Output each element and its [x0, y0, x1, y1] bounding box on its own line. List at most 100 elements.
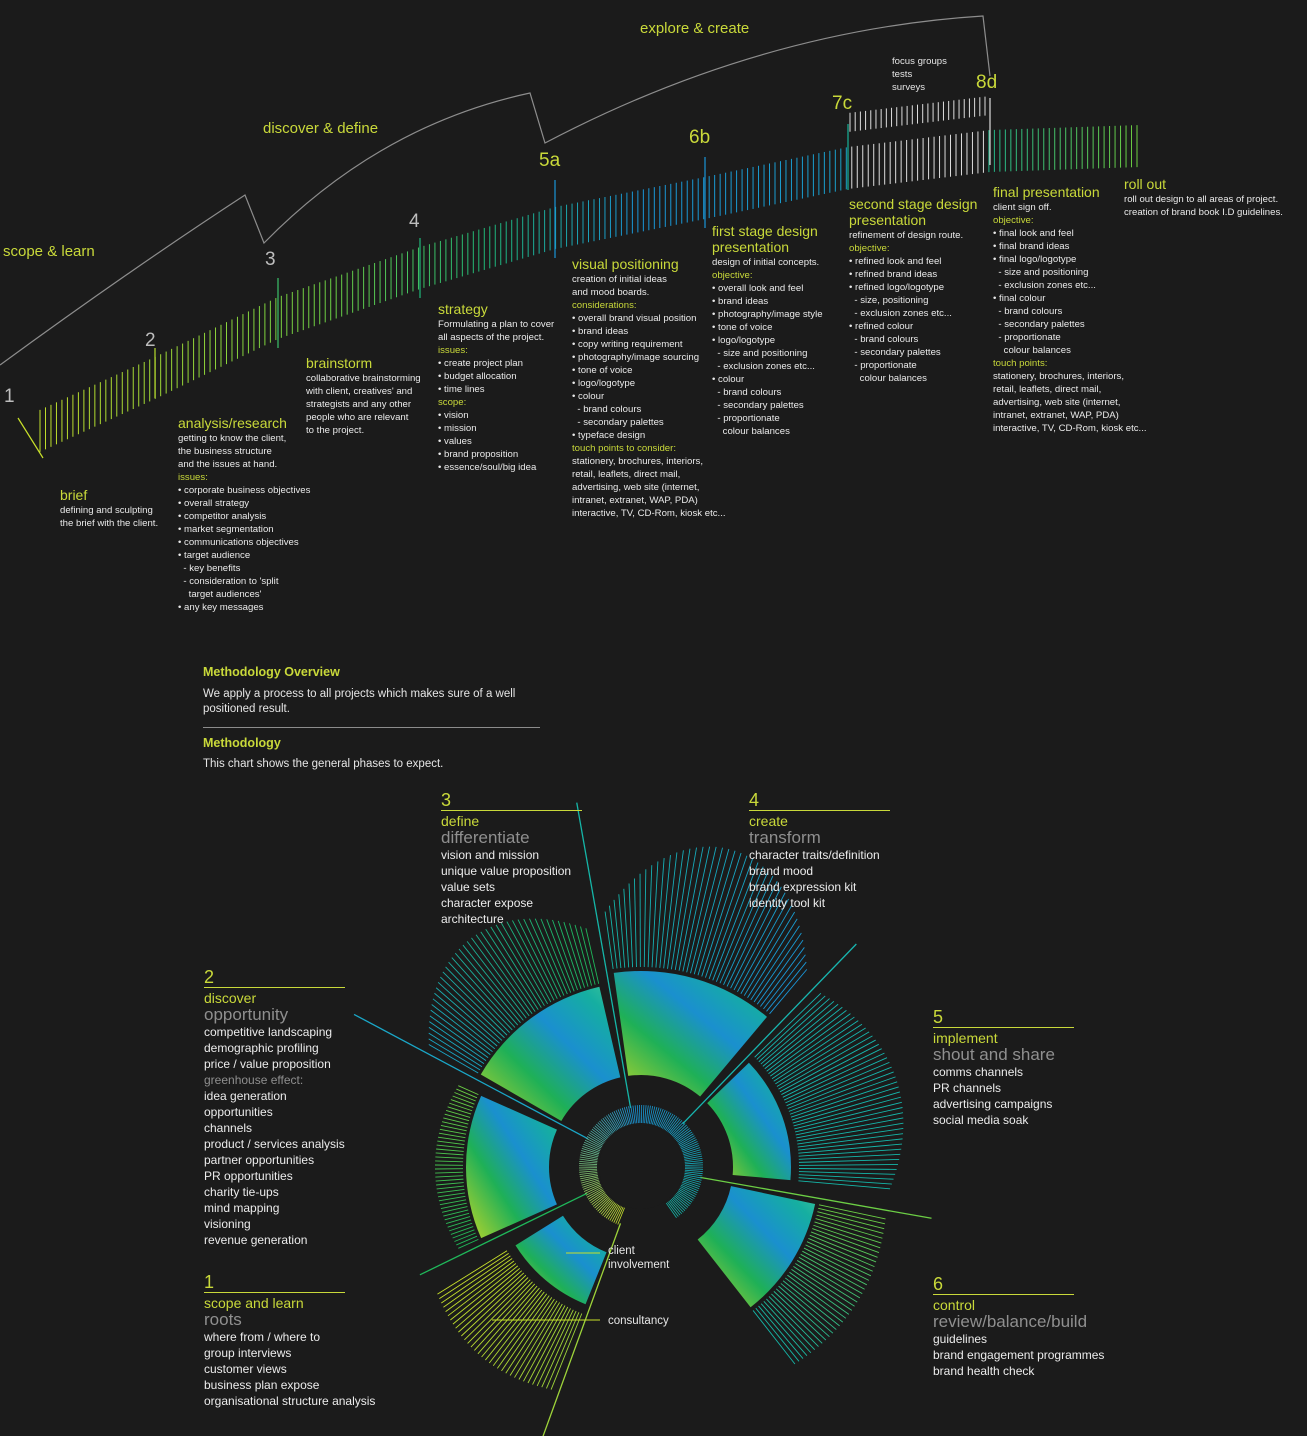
sector-ray [754, 993, 822, 1058]
sector-ray [462, 944, 524, 1021]
inner-ring-tick [584, 1139, 602, 1149]
stage-line: refinement of design route. [849, 230, 964, 241]
inner-ring-tick [581, 1179, 600, 1186]
inner-ring-tick [583, 1183, 601, 1192]
sector-ray [798, 1164, 898, 1166]
phase-item: unique value proposition [441, 864, 572, 878]
phase-item: idea generation [204, 1089, 287, 1103]
sector-ray [796, 1122, 904, 1142]
sector-ray [445, 966, 510, 1033]
sector-ray [454, 1232, 476, 1242]
sector-ray [697, 850, 736, 976]
stage-line: • brand ideas [712, 296, 769, 307]
phase-item: channels [204, 1121, 253, 1135]
sector-ray [509, 1300, 558, 1376]
stage-line: • copy writing requirement [572, 339, 683, 350]
sector-ray [495, 924, 545, 1006]
sector-ray [470, 1281, 533, 1348]
inner-ring-tick [676, 1191, 693, 1203]
inner-ring-tick [674, 1126, 689, 1139]
sector-ray [778, 1035, 873, 1090]
arc-label-scope: scope & learn [3, 243, 95, 260]
sector-ray [752, 1310, 796, 1365]
inner-ring-tick [684, 1169, 703, 1172]
inner-ring-tick [590, 1130, 606, 1142]
sector-ray [443, 1209, 469, 1217]
sector-ray [760, 947, 805, 1007]
inner-ring-tick [605, 1203, 617, 1219]
inner-ring-tick [615, 1110, 624, 1127]
inner-ring-tick [648, 1106, 654, 1124]
inner-ring-tick [680, 1141, 698, 1150]
phase-number: 4 [749, 790, 760, 810]
inner-ring-tick [579, 1156, 598, 1161]
inner-ring-tick [670, 1121, 684, 1136]
sector-ray [435, 1175, 464, 1178]
sector-ray [800, 1253, 865, 1290]
sector-ray [793, 1096, 902, 1127]
stage-title: roll out [1124, 176, 1167, 192]
sector-ray [659, 855, 671, 968]
inner-ring-tick [586, 1188, 603, 1198]
stage-title: visual positioning [572, 256, 679, 272]
phase-rule [749, 810, 890, 811]
sector-ray [795, 1263, 858, 1303]
inner-ring-tick [581, 1150, 599, 1156]
sector-ray [613, 899, 622, 969]
stage-line: • final look and feel [993, 228, 1074, 239]
inner-ring-tick [683, 1175, 702, 1181]
sector-ray [818, 1204, 886, 1220]
sector-ray [450, 1265, 519, 1321]
sector-ray [477, 1285, 538, 1355]
methodology-overview: Methodology Overview We apply a process … [203, 665, 543, 770]
inner-ring-tick [680, 1186, 697, 1196]
stage-line: - key benefits [178, 563, 241, 574]
stage-line: advertising, web site (internet, [993, 397, 1121, 408]
phase-1: 1 scope and learn roots where from / where … [204, 1272, 375, 1409]
inner-ring-tick [619, 1108, 627, 1126]
stage-line: strategists and any other [306, 399, 412, 410]
inner-ring-tick [593, 1127, 608, 1140]
sector-ray [618, 894, 626, 968]
inner-ring-tick [664, 1114, 676, 1131]
inner-ring-tick [681, 1143, 699, 1151]
sector-ray [690, 847, 723, 974]
stage-line: • brand proposition [438, 449, 519, 460]
inner-ring-tick [669, 1199, 683, 1214]
sector-ray [785, 1057, 888, 1104]
sector-ray [623, 888, 630, 968]
sector-ray [766, 1298, 816, 1351]
overview-text: We apply a process to all projects which… [203, 688, 516, 715]
sector-ray [452, 1095, 475, 1105]
sector-ray [796, 1260, 861, 1299]
sector-ray [701, 852, 742, 977]
stage-line: design of initial concepts. [712, 257, 820, 268]
sector-ray [449, 1102, 473, 1112]
stage-line: target audiences' [178, 589, 262, 600]
inner-ring-tick [662, 1112, 672, 1129]
sector-ray [443, 1117, 469, 1125]
stage-subheading: touch points: [993, 358, 1048, 369]
sector-ray [440, 976, 505, 1039]
sector-ray [651, 861, 659, 968]
inner-ring-tick [600, 1200, 613, 1215]
phase-item: comms channels [933, 1065, 1024, 1079]
stage-line: • mission [438, 423, 477, 434]
stage-line: - secondary palettes [572, 417, 664, 428]
sector-ray [798, 1168, 897, 1170]
inner-ring-tick [654, 1108, 662, 1126]
phase-sector-6 [697, 1176, 932, 1365]
stage-line: colour balances [712, 426, 790, 437]
sector-ray [750, 925, 800, 1001]
inner-ring-tick [588, 1134, 604, 1145]
inner-ring-tick [678, 1189, 695, 1199]
sector-ray [445, 1109, 471, 1118]
inner-ring-tick [594, 1125, 609, 1138]
inner-ring-tick [657, 1109, 666, 1127]
sector-ray [814, 1221, 882, 1244]
stage-line: - secondary palettes [993, 319, 1085, 330]
sector-ray [437, 1189, 465, 1194]
inner-ring-tick [613, 1111, 623, 1128]
inner-ring-tick [683, 1179, 701, 1185]
stage-line: • competitor analysis [178, 511, 267, 522]
